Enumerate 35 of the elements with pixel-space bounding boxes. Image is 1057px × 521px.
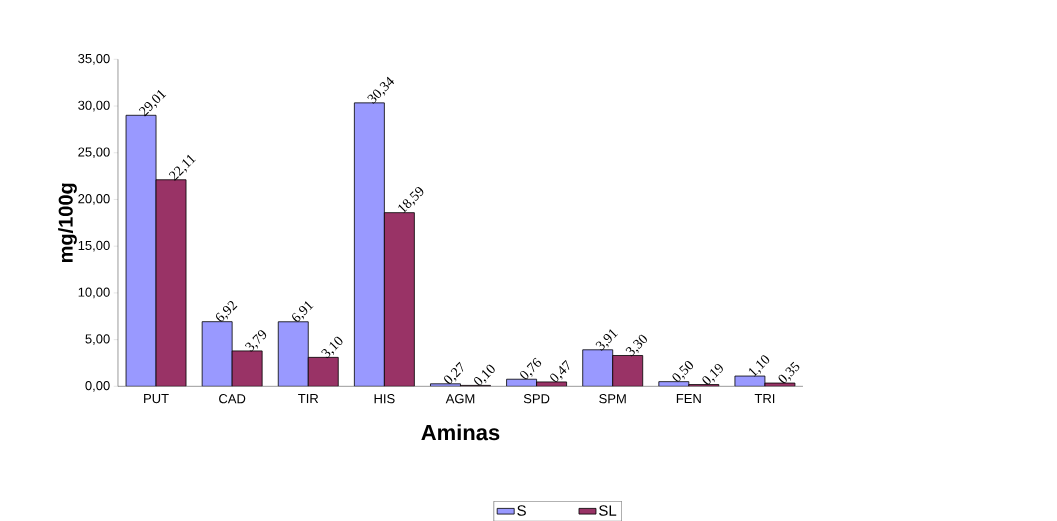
data-label: 0,27 bbox=[444, 361, 464, 384]
data-label: 6,91 bbox=[292, 301, 314, 322]
x-tick-label: HIS bbox=[374, 393, 395, 404]
data-label: 0,76 bbox=[520, 357, 542, 379]
data-label: 0,19 bbox=[702, 363, 723, 385]
data-label: 0,35 bbox=[778, 361, 800, 383]
data-label: 3,10 bbox=[321, 336, 343, 359]
data-label: 0,50 bbox=[672, 360, 694, 382]
x-axis-title: Aminas bbox=[421, 423, 500, 441]
x-tick-label: TIR bbox=[298, 393, 319, 403]
legend-label: S bbox=[517, 505, 526, 516]
x-tick-label: SPM bbox=[599, 393, 626, 404]
x-tick-label: CAD bbox=[219, 393, 246, 404]
data-label: 1,10 bbox=[748, 355, 770, 377]
y-tick-label: 15,00 bbox=[78, 240, 110, 252]
data-label: 0,47 bbox=[550, 359, 570, 382]
y-tick-label: 5,00 bbox=[85, 334, 110, 345]
y-tick-label: 35,00 bbox=[78, 53, 110, 65]
data-label: 0,10 bbox=[474, 364, 495, 386]
y-tick-label: 25,00 bbox=[78, 147, 110, 158]
legend-label: SL bbox=[599, 505, 617, 516]
x-tick-label: TRI bbox=[754, 393, 775, 403]
data-label: 3,30 bbox=[625, 334, 647, 357]
data-label: 3,91 bbox=[595, 329, 618, 351]
y-tick-label: 30,00 bbox=[78, 100, 110, 112]
y-tick-label: 0,00 bbox=[85, 380, 110, 392]
x-tick-label: AGM bbox=[445, 393, 475, 404]
x-tick-label: SPD bbox=[523, 393, 550, 404]
y-axis-title: mg/100g bbox=[58, 183, 77, 262]
y-tick-label: 20,00 bbox=[78, 193, 110, 205]
data-label: 3,79 bbox=[244, 330, 267, 352]
x-tick-label: FEN bbox=[676, 393, 701, 403]
y-tick-label: 10,00 bbox=[78, 287, 110, 299]
data-label: 6,92 bbox=[216, 300, 238, 322]
x-tick-label: PUT bbox=[144, 393, 169, 403]
